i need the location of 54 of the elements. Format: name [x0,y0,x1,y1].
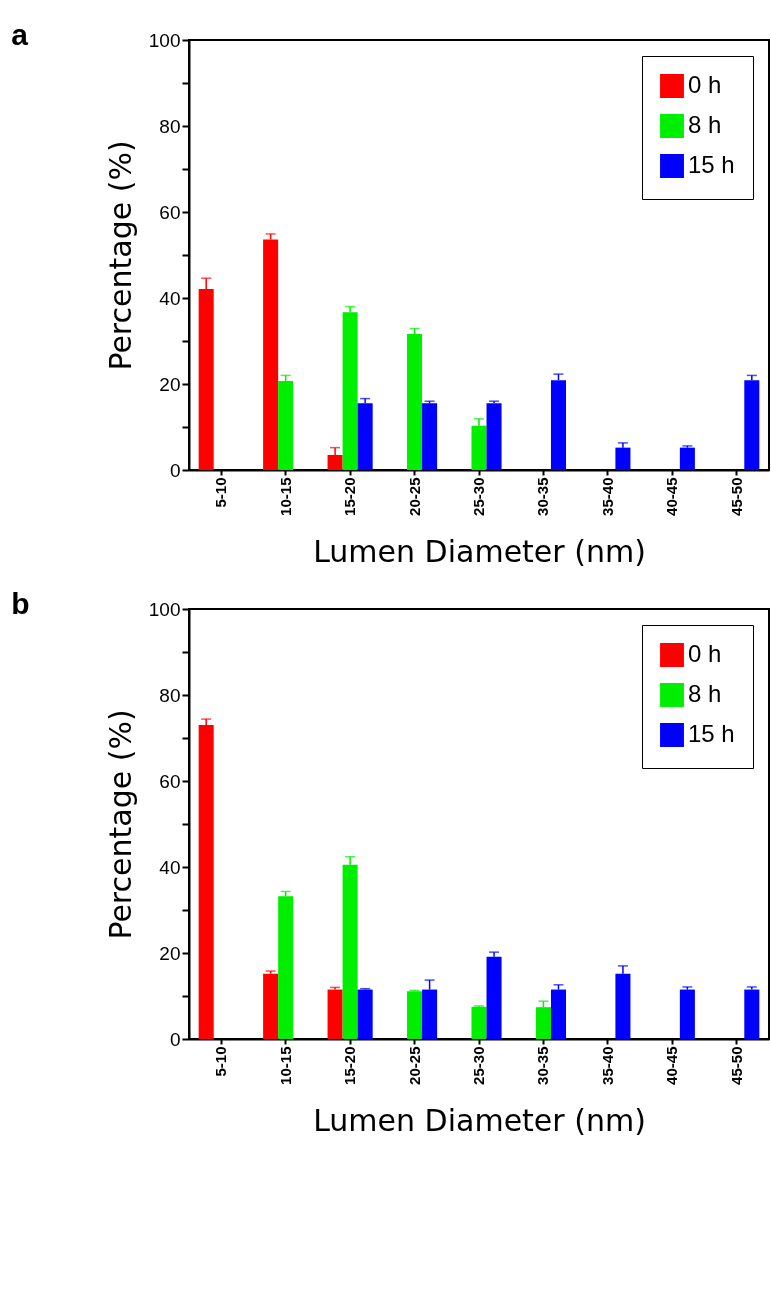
bar [471,1006,487,1039]
x-tick-label: 15-20 [341,477,359,516]
y-tick-label: 80 [159,684,181,706]
y-tick-label: 0 [169,1028,181,1050]
x-tick-label: 20-25 [405,1046,423,1085]
bar [486,956,502,1039]
legend-label: 0 h [688,640,722,667]
bar [615,447,631,470]
chart-title: b [11,587,30,620]
y-tick-label: 0 [169,459,181,481]
x-tick-label: 15-20 [341,1046,359,1085]
y-tick-label: 20 [159,373,181,395]
y-tick-label: 60 [159,201,181,223]
x-tick-label: 5-10 [212,477,230,508]
bar [357,989,373,1039]
chart-title: a [11,18,29,51]
y-tick-label: 40 [159,856,181,878]
legend-label: 8 h [688,111,722,138]
y-tick-label: 100 [148,29,181,51]
x-tick-label: 10-15 [276,477,294,516]
legend-label: 0 h [688,71,722,98]
y-tick-label: 80 [159,115,181,137]
x-tick-label: 40-45 [663,1046,681,1085]
x-tick-label: 45-50 [727,1046,745,1085]
bar [263,239,279,470]
legend-label: 8 h [688,680,722,707]
x-tick-label: 40-45 [663,477,681,516]
y-axis-title: Percentage (%) [102,140,138,371]
x-tick-label: 30-35 [534,1046,552,1085]
x-tick-label: 30-35 [534,477,552,516]
legend-label: 15 h [688,151,735,178]
bar [278,380,294,470]
x-tick-label: 35-40 [598,477,616,516]
y-tick-label: 100 [148,598,181,620]
x-axis-title: Lumen Diameter (nm) [313,1102,646,1138]
x-tick-label: 45-50 [727,477,745,516]
legend-label: 15 h [688,720,735,747]
y-tick-label: 20 [159,942,181,964]
y-tick-label: 60 [159,770,181,792]
bar [407,991,423,1039]
x-tick-label: 10-15 [276,1046,294,1085]
x-tick-label: 25-30 [470,477,487,516]
y-tick-label: 40 [159,287,181,309]
x-tick-label: 20-25 [405,477,423,516]
x-tick-label: 25-30 [470,1046,487,1085]
bar [550,989,566,1039]
x-tick-label: 35-40 [598,1046,616,1085]
y-axis-title: Percentage (%) [102,709,138,940]
x-axis-title: Lumen Diameter (nm) [313,533,646,569]
bar [357,403,373,470]
bar [278,896,294,1039]
x-tick-label: 5-10 [212,1046,230,1077]
bar [679,447,695,470]
bar [744,380,760,470]
